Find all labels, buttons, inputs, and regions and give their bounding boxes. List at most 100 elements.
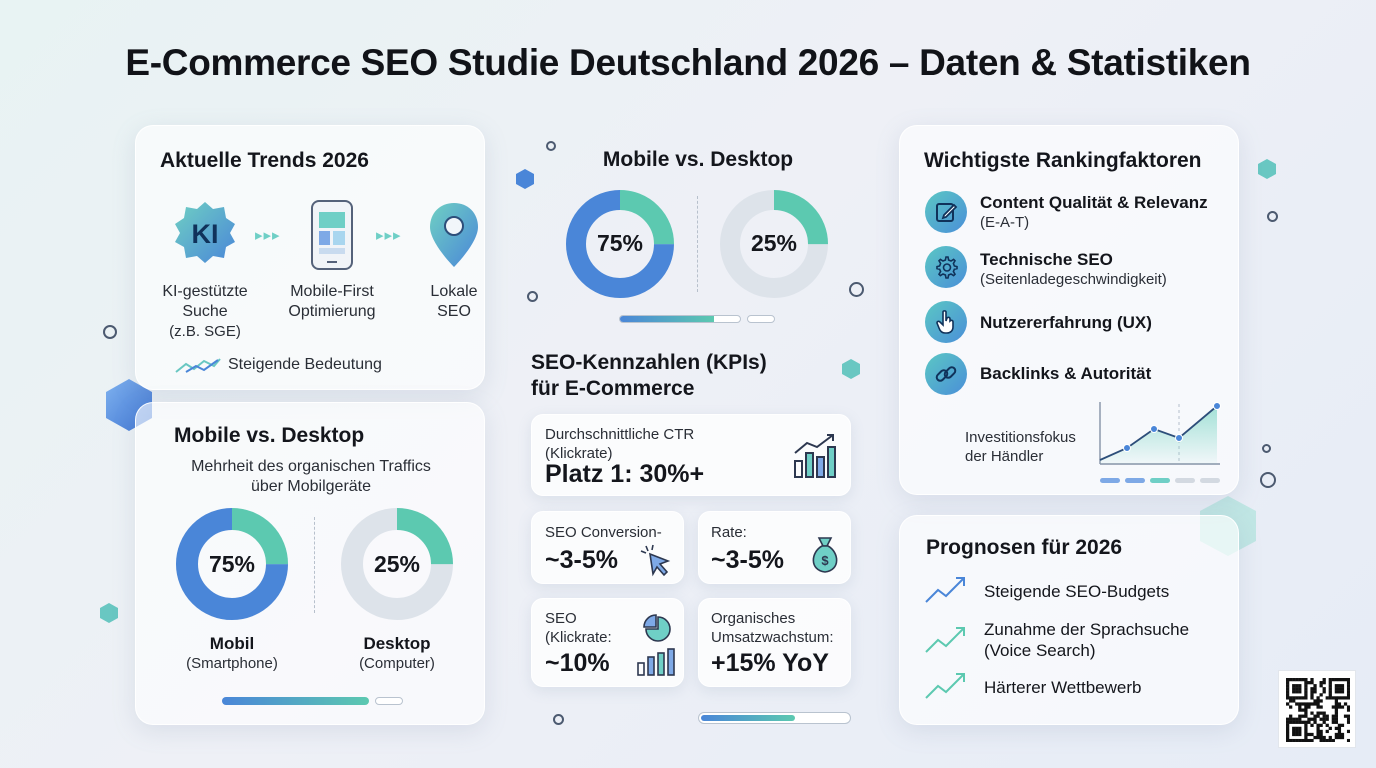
kpi-ctr-label-line2: (Klickrate) (545, 445, 613, 462)
legend-swatch (1100, 478, 1120, 483)
trend-mobile-line1: Mobile-First (290, 283, 374, 300)
edit-icon (925, 191, 967, 233)
invest-line1: Investitionsfokus (965, 429, 1076, 446)
legend-swatch (1150, 478, 1170, 483)
kpi-clickrate-line1: SEO (545, 610, 577, 627)
kpi-rate-value: ~3-5% (711, 546, 784, 574)
cursor-click-icon (640, 544, 671, 577)
subtitle-line1: Mehrheit des organischen Traffics (191, 458, 431, 475)
trend-up-arrow-icon (925, 673, 965, 699)
circle-decoration (546, 141, 556, 151)
progress-bar (619, 315, 741, 323)
trend-local-line1: Lokale (430, 283, 478, 300)
prognosen-card: Prognosen für 2026 Steigende SEO-Budgets… (899, 515, 1239, 725)
kpi-rate-label: Rate: (711, 524, 747, 541)
kpi-growth-card: Organisches Umsatzwachstum: +15% YoY (698, 598, 851, 687)
ranking-item-label: Technische SEO (980, 250, 1113, 269)
desktop-pct: 25% (373, 551, 421, 577)
mobile-caption: Mobil (Smartphone) (174, 634, 290, 674)
mobile-desktop-card: Mobile vs. Desktop Mehrheit des organisc… (135, 402, 485, 725)
desktop-share-arc (176, 508, 288, 620)
kpi-title-line2: für E-Commerce (531, 377, 695, 400)
ranking-item-ux: Nutzererfahrung (UX) (980, 313, 1152, 332)
bar-chart-up-icon (794, 434, 836, 478)
ranking-item-sub: (Seitenladegeschwindigkeit) (980, 271, 1167, 288)
mobile-desktop-top-title: Mobile vs. Desktop (602, 148, 794, 171)
kpi-growth-line2: Umsatzwachstum: (711, 629, 834, 646)
hexagon-decoration (100, 603, 118, 623)
trend-local-line2: SEO (437, 303, 471, 320)
mobile-desktop-subtitle: Mehrheit des organischen Traffics über M… (136, 457, 486, 497)
desktop-top-pct: 25% (750, 230, 798, 256)
trend-footer: Steigende Bedeutung (228, 356, 382, 373)
kpi-clickrate-label: SEO (Klickrate: (545, 609, 612, 647)
ranking-item-label: Content Qualität & Relevanz (980, 193, 1208, 212)
kpi-ctr-value: Platz 1: 30%+ (545, 460, 705, 488)
kpi-ctr-label-line1: Durchschnittliche CTR (545, 426, 695, 443)
trends-card: Aktuelle Trends 2026 KI KI-gestützte Suc… (135, 125, 485, 390)
trend-ki-label: KI-gestützte Suche (z.B. SGE) (136, 282, 274, 342)
location-pin-icon (430, 203, 478, 267)
mobile-pct: 75% (208, 551, 256, 577)
ranking-item-technical: Technische SEO (Seitenladegeschwindigkei… (980, 250, 1167, 290)
circle-decoration (553, 714, 564, 725)
kpi-growth-value: +15% YoY (711, 649, 829, 677)
ranking-card: Wichtigste Rankingfaktoren Content Quali… (899, 125, 1239, 495)
gear-icon (925, 246, 967, 288)
kpi-conversion-card: SEO Conversion- ~3-5% (531, 511, 684, 584)
chart-point (1150, 425, 1158, 433)
prognose-item-voice: Zunahme der Sprachsuche (Voice Search) (984, 619, 1189, 661)
chart-point (1175, 434, 1183, 442)
mobile-label: Mobil (209, 634, 255, 653)
kpi-growth-line1: Organisches (711, 610, 796, 627)
trends-title: Aktuelle Trends 2026 (160, 149, 369, 172)
ranking-item-sub: (E-A-T) (980, 214, 1030, 231)
mobile-sub: (Smartphone) (186, 655, 278, 672)
kpi-ctr-card: Durchschnittliche CTR (Klickrate) Platz … (531, 414, 851, 496)
ranking-item-content: Content Qualität & Relevanz (E-A-T) (980, 193, 1208, 233)
circle-decoration (1260, 472, 1276, 488)
kpi-ctr-label: Durchschnittliche CTR (Klickrate) (545, 425, 694, 463)
prognose-voice-line1: Zunahme der Sprachsuche (984, 620, 1190, 639)
triple-arrow-icon: ▸▸▸ (255, 227, 281, 244)
prognosen-title: Prognosen für 2026 (926, 536, 1123, 559)
desktop-share-arc (341, 508, 453, 620)
kpi-conversion-label: SEO Conversion- (545, 524, 662, 541)
trend-mobile-line2: Optimierung (288, 303, 376, 320)
desktop-top-donut (720, 190, 828, 298)
mobile-desktop-title: Mobile vs. Desktop (174, 424, 365, 447)
chart-point (1123, 444, 1131, 452)
divider (314, 517, 315, 613)
progress-bar-rest (747, 315, 775, 323)
ranking-title: Wichtigste Rankingfaktoren (924, 149, 1202, 172)
desktop-sub: (Computer) (359, 655, 435, 672)
invest-line-chart (1099, 402, 1221, 483)
hexagon-decoration (1258, 159, 1276, 179)
page-title: E-Commerce SEO Studie Deutschland 2026 –… (125, 42, 1251, 83)
kpi-growth-label: Organisches Umsatzwachstum: (711, 609, 834, 647)
prognose-item-competition: Härterer Wettbewerb (984, 678, 1142, 697)
kpi-clickrate-value: ~10% (545, 649, 610, 677)
prognose-voice-line2: (Voice Search) (984, 641, 1096, 660)
circle-decoration (527, 291, 538, 302)
mobile-donut (176, 508, 288, 620)
hexagon-decoration (516, 169, 534, 189)
smartphone-icon (311, 200, 353, 270)
kpi-clickrate-card: SEO (Klickrate: ~10% (531, 598, 684, 687)
legend-swatch (1200, 478, 1220, 483)
legend-swatch (1125, 478, 1145, 483)
circle-decoration (103, 325, 117, 339)
ranking-item-backlinks: Backlinks & Autorität (980, 364, 1152, 383)
trend-ki-line1: KI-gestützte (162, 283, 248, 300)
desktop-share-arc (566, 190, 674, 298)
kpi-rate-card: Rate: ~3-5% $ (698, 511, 851, 584)
qr-code-icon[interactable] (1278, 670, 1356, 748)
circle-decoration (1267, 211, 1278, 222)
trend-up-arrow-icon (925, 627, 965, 653)
kpi-title: SEO-Kennzahlen (KPIs) für E-Commerce (531, 350, 767, 402)
kpi-conversion-value: ~3-5% (545, 546, 618, 574)
qr-code-pattern (1286, 678, 1350, 742)
progress-bar (698, 712, 851, 724)
desktop-label: Desktop (363, 634, 431, 653)
desktop-donut (341, 508, 453, 620)
